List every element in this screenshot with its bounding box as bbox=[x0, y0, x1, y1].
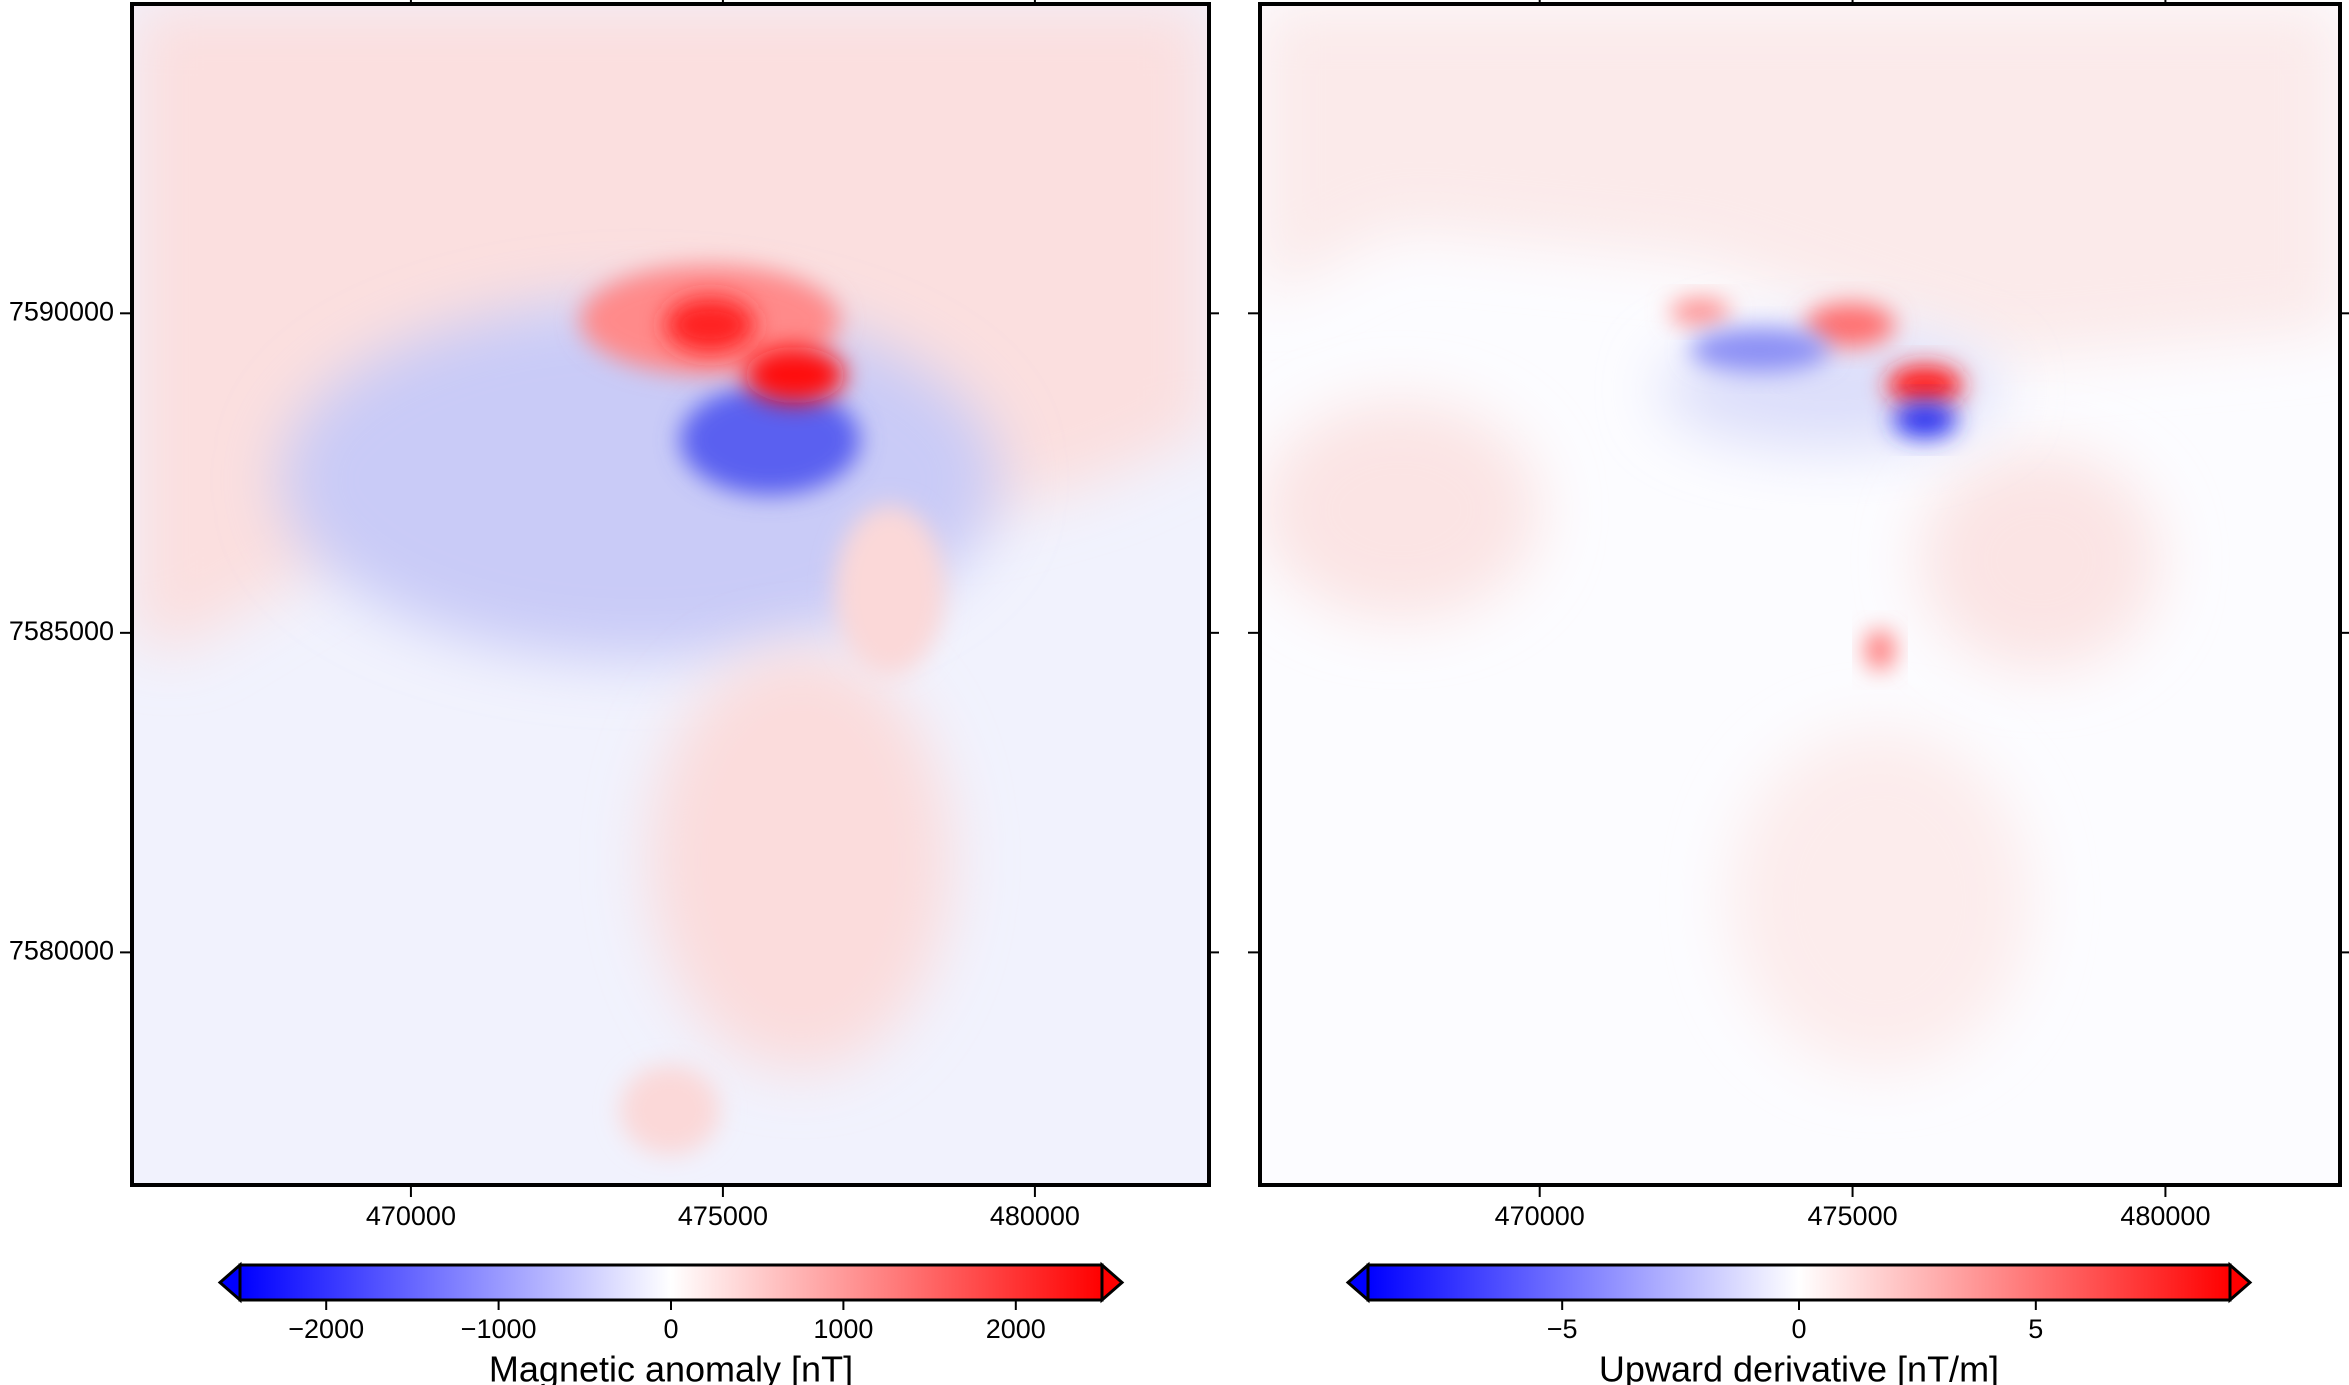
colorbar-tick-label: 0 bbox=[1791, 1314, 1806, 1344]
colorbar-tick-label: 2000 bbox=[986, 1314, 1046, 1344]
x-tick-label: 470000 bbox=[1495, 1201, 1585, 1231]
colorbar-high-triangle bbox=[1100, 1261, 1125, 1304]
colorbar-tick-label: 5 bbox=[2028, 1314, 2043, 1344]
x-tick-label: 475000 bbox=[678, 1201, 768, 1231]
x-tick-label: 480000 bbox=[990, 1201, 1080, 1231]
anomaly-grid bbox=[132, 4, 1209, 1185]
y-tick-label: 7585000 bbox=[9, 616, 114, 646]
derivative-grid bbox=[1260, 4, 2340, 1185]
colorbar bbox=[1366, 1263, 2232, 1302]
colorbar-high-triangle bbox=[2228, 1261, 2253, 1304]
x-tick-label: 475000 bbox=[1808, 1201, 1898, 1231]
colorbar-tick-label: −5 bbox=[1547, 1314, 1578, 1344]
y-tick-label: 7580000 bbox=[9, 936, 114, 966]
colorbar-tick-label: −1000 bbox=[461, 1314, 537, 1344]
plot-frame bbox=[1258, 2, 2342, 1187]
colorbar-tick-label: 0 bbox=[663, 1314, 678, 1344]
x-tick-label: 470000 bbox=[366, 1201, 456, 1231]
colorbar-low-triangle bbox=[1345, 1261, 1370, 1304]
plot-frame bbox=[130, 2, 1211, 1187]
colorbar-label: Upward derivative [nT/m] bbox=[1599, 1349, 1999, 1385]
colorbar-tick-label: −2000 bbox=[288, 1314, 364, 1344]
colorbar-tick-label: 1000 bbox=[813, 1314, 873, 1344]
x-tick-label: 480000 bbox=[2120, 1201, 2210, 1231]
y-tick-label: 7590000 bbox=[9, 296, 114, 326]
colorbar-low-triangle bbox=[217, 1261, 242, 1304]
colorbar-label: Magnetic anomaly [nT] bbox=[489, 1349, 853, 1385]
colorbar bbox=[238, 1263, 1104, 1302]
